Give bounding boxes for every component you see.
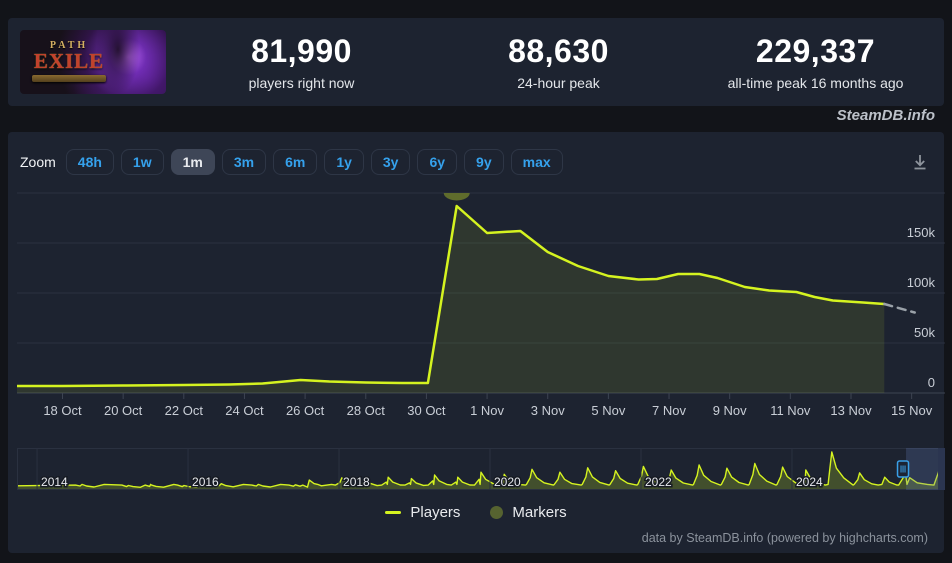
range-button-3m[interactable]: 3m [221, 149, 267, 175]
x-tick-label: 22 Oct [165, 403, 204, 418]
legend-item-markers[interactable]: Markers [490, 504, 567, 521]
range-button-6m[interactable]: 6m [273, 149, 318, 175]
y-tick-label: 100k [907, 275, 936, 290]
path-of-exile-logo: PATH EXILE [30, 40, 108, 82]
x-tick-label: 18 Oct [43, 403, 82, 418]
range-buttons: 48h 1w 1m 3m 6m 1y 3y 6y 9y max [65, 149, 563, 175]
x-tick-label: 7 Nov [652, 403, 686, 418]
steamdb-watermark: SteamDB.info [836, 107, 935, 124]
zoom-label: Zoom [20, 154, 56, 170]
y-tick-label: 0 [928, 375, 935, 390]
players-swatch-line [385, 511, 402, 514]
current-players-label: players right now [248, 75, 355, 91]
legend-label: Players [410, 504, 461, 521]
year-label: 2014 [41, 475, 68, 489]
logo-ribbon [32, 75, 106, 82]
players-line-estimated-dashed [883, 302, 916, 314]
x-tick-label: 1 Nov [470, 403, 504, 418]
stats-row: 81,990 players right now 88,630 24-hour … [173, 18, 944, 106]
year-label: 2022 [645, 475, 672, 489]
league-launch-marker[interactable] [443, 193, 470, 201]
peak-24h-value: 88,630 [508, 33, 609, 69]
y-tick-label: 50k [914, 325, 935, 340]
credit-text: data by SteamDB.info (powered by highcha… [641, 531, 928, 545]
legend-label: Markers [512, 504, 567, 521]
year-label: 2018 [343, 475, 370, 489]
download-button[interactable] [910, 152, 930, 172]
stat-24h-peak: 88,630 24-hour peak [430, 18, 687, 106]
chart-card: Zoom 48h 1w 1m 3m 6m 1y 3y 6y 9y max 0 50k 100k 150k… [8, 132, 946, 553]
x-tick-label: 30 Oct [407, 403, 446, 418]
range-button-max[interactable]: max [510, 149, 563, 175]
chart-legend: Players Markers [8, 504, 944, 521]
players-line [15, 204, 886, 388]
players-line-chart[interactable]: 0 50k 100k 150k 18 Oct 20 Oct 22 Oct 24 Oct 26 O… [15, 190, 945, 426]
range-button-9y[interactable]: 9y [464, 149, 504, 175]
legend-item-players[interactable]: Players [385, 504, 460, 521]
logo-text-main: EXILE [33, 49, 105, 73]
range-button-1y[interactable]: 1y [324, 149, 364, 175]
header-card: PATH EXILE 81,990 players right now 88,6… [8, 18, 944, 106]
range-button-6y[interactable]: 6y [417, 149, 458, 175]
alltime-peak-label: all-time peak 16 months ago [727, 75, 904, 91]
logo-text-top: PATH [49, 40, 89, 51]
navigator-area-chart[interactable]: 2014 2016 2018 2020 2022 2024 [16, 448, 946, 491]
x-tick-label: 5 Nov [591, 403, 625, 418]
navigator-area-fill [17, 452, 945, 490]
game-banner: PATH EXILE [20, 30, 166, 94]
x-tick-label: 15 Nov [891, 403, 933, 418]
range-button-1m[interactable]: 1m [170, 149, 215, 175]
x-tick-label: 9 Nov [713, 403, 747, 418]
download-icon [914, 155, 926, 170]
year-label: 2024 [796, 475, 823, 489]
main-chart[interactable]: 0 50k 100k 150k 18 Oct 20 Oct 22 Oct 24 Oct 26 O… [15, 190, 945, 426]
year-label: 2020 [494, 475, 521, 489]
x-tick-label: 26 Oct [286, 403, 325, 418]
players-area-fill [17, 206, 885, 393]
range-button-48h[interactable]: 48h [65, 149, 114, 175]
x-tick-label: 20 Oct [104, 403, 143, 418]
navigator-line [16, 451, 946, 488]
range-button-3y[interactable]: 3y [370, 149, 411, 175]
navigator-right-handle-zone[interactable] [938, 448, 945, 490]
navigator-chart[interactable]: 2014 2016 2018 2020 2022 2024 [16, 448, 946, 491]
current-players-value: 81,990 [251, 33, 352, 69]
alltime-peak-value: 229,337 [755, 33, 876, 69]
x-tick-label: 3 Nov [531, 403, 565, 418]
y-tick-label: 150k [907, 225, 936, 240]
x-tick-label: 24 Oct [225, 403, 264, 418]
banner-art [95, 30, 140, 94]
year-label: 2016 [192, 475, 219, 489]
x-tick-label: 11 Nov [770, 403, 811, 418]
stat-current-players: 81,990 players right now [173, 18, 430, 106]
range-button-1w[interactable]: 1w [120, 149, 164, 175]
peak-24h-label: 24-hour peak [517, 75, 600, 91]
stat-alltime-peak: 229,337 all-time peak 16 months ago [687, 18, 944, 106]
x-tick-label: 28 Oct [347, 403, 386, 418]
markers-swatch-circle [490, 506, 504, 519]
zoom-toolbar: Zoom 48h 1w 1m 3m 6m 1y 3y 6y 9y max [20, 148, 930, 176]
x-tick-label: 13 Nov [830, 403, 872, 418]
